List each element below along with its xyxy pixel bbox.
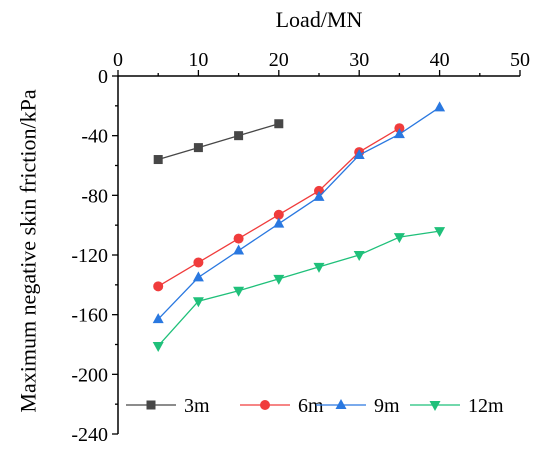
data-point-12m <box>192 297 204 308</box>
x-tick-label: 30 <box>349 49 369 71</box>
y-tick-label: 0 <box>98 66 108 88</box>
y-tick-label: -240 <box>71 424 108 446</box>
data-point-12m <box>353 251 365 261</box>
series-3m <box>153 119 284 165</box>
series-line-12m <box>157 230 440 347</box>
legend-marker <box>335 399 347 409</box>
x-tick-label: 20 <box>269 49 289 71</box>
y-tick-label: -120 <box>71 245 108 267</box>
data-point-9m <box>434 101 446 112</box>
x-axis-title: Load/MN <box>276 7 363 32</box>
data-point-9m <box>353 149 365 160</box>
y-tick-label: -160 <box>71 305 108 327</box>
legend-item-12m: 12m <box>410 395 504 417</box>
y-tick-label: -80 <box>81 185 108 207</box>
data-point-3m <box>234 131 244 141</box>
legend-label: 3m <box>184 395 210 417</box>
series-12m <box>152 227 446 352</box>
data-point-12m <box>313 262 325 273</box>
data-point-6m <box>233 233 244 244</box>
series-9m <box>152 101 446 324</box>
data-point-12m <box>273 274 285 285</box>
legend-marker <box>429 401 441 411</box>
legend-item-6m: 6m <box>240 395 324 417</box>
data-point-3m <box>274 119 284 129</box>
data-point-3m <box>153 155 163 165</box>
legend: 3m 6m 9m 12m <box>126 395 504 417</box>
legend-label: 6m <box>298 395 324 417</box>
series-line-9m <box>157 106 440 320</box>
x-tick-label: 10 <box>188 49 208 71</box>
legend-item-9m: 9m <box>316 395 400 417</box>
data-point-12m <box>434 227 446 238</box>
x-tick-label: 0 <box>113 49 123 71</box>
series-line-3m <box>158 123 279 161</box>
series-layer <box>152 101 446 352</box>
data-point-9m <box>233 244 245 255</box>
data-point-3m <box>193 143 203 153</box>
data-point-6m <box>153 281 164 292</box>
data-point-12m <box>233 286 245 297</box>
legend-item-3m: 3m <box>126 395 210 417</box>
legend-label: 9m <box>374 395 400 417</box>
data-point-9m <box>152 313 164 324</box>
data-point-9m <box>393 128 405 139</box>
axes: 0 10 20 30 40 50 0 -40 -80 -120 -160 -200 -240 <box>71 49 530 446</box>
legend-marker <box>146 400 156 410</box>
data-point-9m <box>273 217 285 228</box>
data-point-9m <box>192 271 204 282</box>
data-point-9m <box>313 190 325 201</box>
x-tick-label: 40 <box>430 49 450 71</box>
y-tick-label: -40 <box>81 126 108 148</box>
y-tick-label: -200 <box>71 364 108 386</box>
x-tick-label: 50 <box>510 49 530 71</box>
legend-marker <box>260 400 270 410</box>
data-point-12m <box>152 341 164 352</box>
data-point-12m <box>393 233 405 244</box>
legend-label: 12m <box>468 395 504 417</box>
data-point-6m <box>193 257 204 268</box>
y-axis-title: Maximum negative skin friction/kPa <box>16 89 41 412</box>
data-point-6m <box>273 209 284 220</box>
series-6m <box>153 123 405 292</box>
